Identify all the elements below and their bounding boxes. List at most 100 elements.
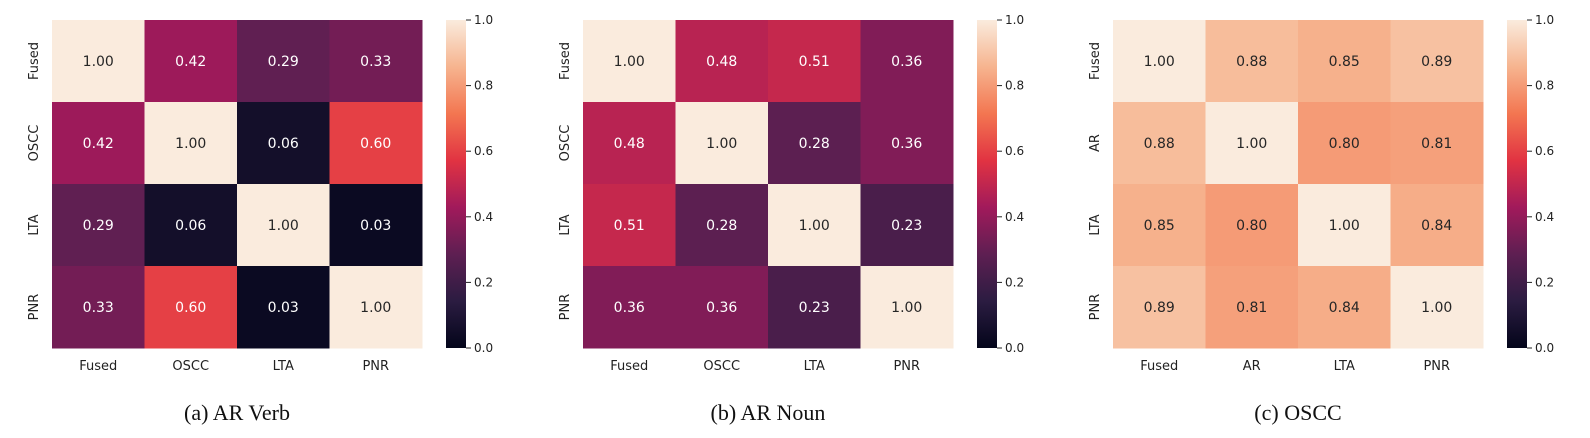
heatmap-cell [675,20,769,103]
heatmap-cell [1205,20,1299,103]
cell-value-label: 1.00 [614,54,645,70]
x-tick-label: LTA [1334,359,1355,374]
colorbar-tick-label: 0.4 [1535,210,1554,224]
cell-value-label: 0.33 [83,300,114,316]
heatmap-cell [144,20,238,103]
cell-value-label: 0.23 [799,300,830,316]
cell-value-label: 0.80 [1236,218,1267,234]
heatmap-cell [675,266,769,349]
cell-value-label: 1.00 [1329,218,1360,234]
x-tick-label: LTA [273,359,294,374]
colorbar-tick-label: 0.2 [1005,275,1024,289]
colorbar [977,20,997,348]
heatmap-cell [675,184,769,267]
cell-value-label: 1.00 [175,136,206,152]
cell-value-label: 0.89 [1144,300,1175,316]
colorbar [446,20,466,348]
heatmap-cell [1390,184,1484,267]
panel-caption: (c) OSCC [1254,400,1341,425]
colorbar-tick-label: 0.0 [1535,341,1554,355]
heatmap-cell [329,20,423,103]
heatmap-cell [583,20,676,103]
heatmap-cell [675,102,769,185]
cell-value-label: 1.00 [83,54,114,70]
heatmap-cell [583,102,676,185]
x-tick-label: Fused [1140,359,1178,374]
x-tick-label: Fused [79,359,117,374]
colorbar-tick-label: 0.4 [1005,210,1024,224]
heatmap-cell [1113,20,1206,103]
heatmap-cell [144,184,238,267]
cell-value-label: 0.36 [891,54,922,70]
heatmap-cell [1298,184,1391,267]
y-tick-label: LTA [27,214,42,235]
heatmap-cell [768,184,861,267]
colorbar-tick-label: 0.2 [474,275,493,289]
heatmap-cell [1390,20,1484,103]
cell-value-label: 0.51 [614,218,645,234]
colorbar-tick-label: 0.6 [1535,144,1554,158]
heatmap-cell [237,102,330,185]
x-tick-label: PNR [1423,359,1450,374]
heatmap-cell [768,20,861,103]
y-tick-label: AR [1088,134,1103,152]
heatmap-cell [52,102,145,185]
cell-value-label: 0.28 [706,218,737,234]
cell-value-label: 0.36 [891,136,922,152]
cell-value-label: 0.81 [1236,300,1267,316]
cell-value-label: 0.06 [175,218,206,234]
colorbar-tick-label: 0.8 [1005,79,1024,93]
heatmap-panel: 1.00 0.88 0.85 0.890.88 1.00 0.80 0.810.85 0.80… [1088,13,1554,425]
cell-value-label: 0.29 [268,54,299,70]
heatmap-cell [1113,102,1206,185]
colorbar-tick-label: 0.0 [1005,341,1024,355]
heatmap-cell [1205,102,1299,185]
heatmap-cell [52,184,145,267]
y-tick-label: Fused [27,42,42,80]
cell-value-label: 0.60 [360,136,391,152]
cell-value-label: 0.42 [175,54,206,70]
heatmap-cell [860,20,954,103]
colorbar-tick-label: 0.0 [474,341,493,355]
cell-value-label: 0.51 [799,54,830,70]
heatmap-cell [329,266,423,349]
heatmap-cell [1298,102,1391,185]
heatmap-cell [1113,266,1206,349]
colorbar-tick-label: 1.0 [1535,13,1554,27]
cell-value-label: 0.89 [1421,54,1452,70]
cell-value-label: 0.60 [175,300,206,316]
x-tick-label: PNR [362,359,389,374]
cell-value-label: 1.00 [268,218,299,234]
cell-value-label: 0.48 [706,54,737,70]
y-tick-label: Fused [1088,42,1103,80]
heatmap-cell [144,266,238,349]
heatmap-cell [1298,266,1391,349]
cell-value-label: 0.85 [1144,218,1175,234]
colorbar [1507,20,1527,348]
colorbar-tick-label: 0.8 [474,79,493,93]
heatmap-cell [860,102,954,185]
y-tick-label: PNR [558,294,573,321]
cell-value-label: 0.88 [1236,54,1267,70]
colorbar-tick-label: 0.6 [474,144,493,158]
heatmap-cell [1390,102,1484,185]
x-tick-label: LTA [804,359,825,374]
y-tick-label: OSCC [27,125,42,162]
cell-value-label: 0.29 [83,218,114,234]
panel-caption: (a) AR Verb [184,400,290,425]
heatmap-cell [237,184,330,267]
cell-value-label: 0.84 [1421,218,1452,234]
cell-value-label: 1.00 [1421,300,1452,316]
cell-value-label: 0.85 [1329,54,1360,70]
colorbar-tick-label: 0.4 [474,210,493,224]
heatmap-cell [583,266,676,349]
heatmap-cell [52,20,145,103]
y-tick-label: LTA [558,214,573,235]
heatmap-cell [583,184,676,267]
heatmap-cell [52,266,145,349]
colorbar-tick-label: 1.0 [1005,13,1024,27]
cell-value-label: 0.03 [268,300,299,316]
colorbar-tick-label: 0.6 [1005,144,1024,158]
y-tick-label: PNR [27,294,42,321]
